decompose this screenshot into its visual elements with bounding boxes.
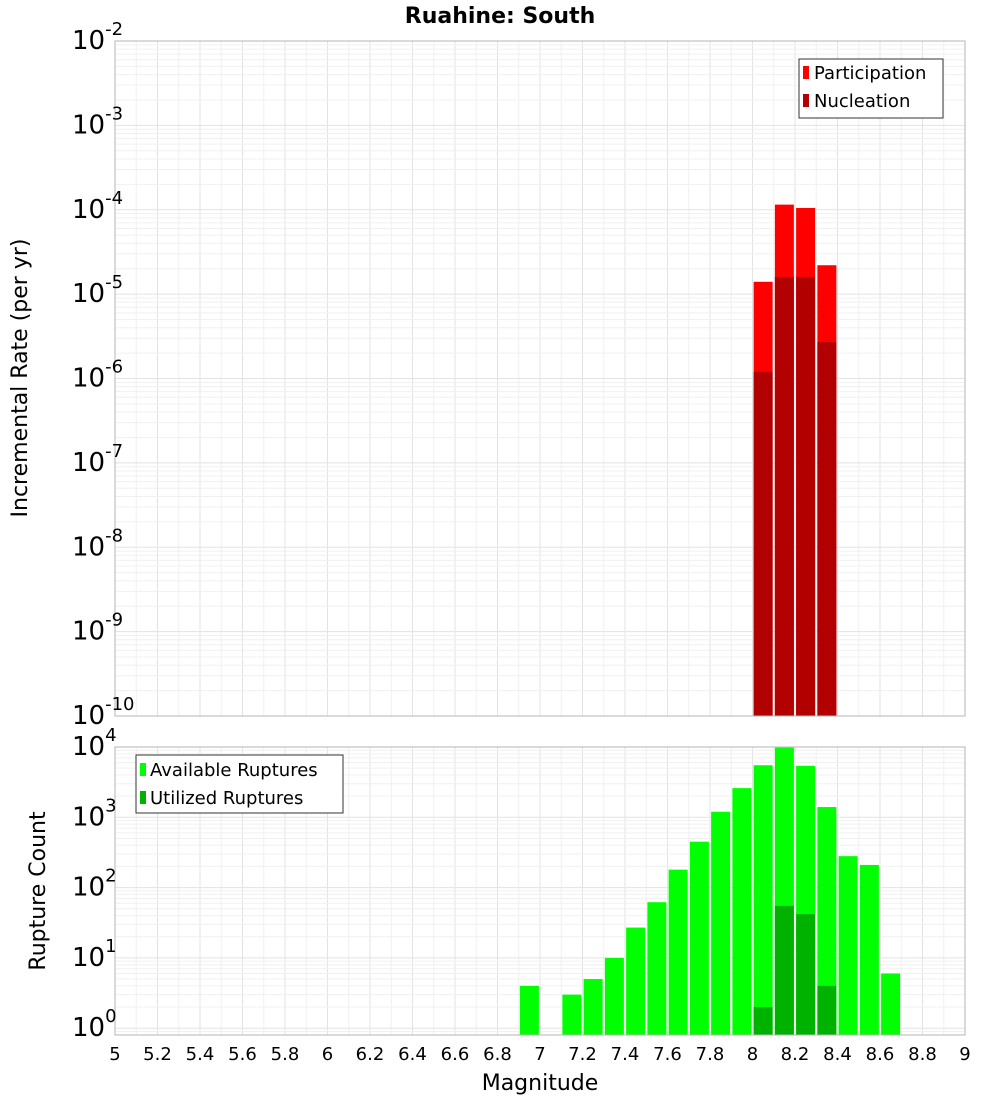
legend-swatch-available <box>140 763 146 776</box>
x-tick-label: 5.2 <box>143 1044 172 1065</box>
bar-nucleation <box>753 371 773 716</box>
y-tick-label: 10-5 <box>72 272 123 309</box>
legend-label-available: Available Ruptures <box>150 760 318 781</box>
y-tick-label: 10-7 <box>72 441 123 478</box>
bar-available-ruptures <box>668 869 688 1035</box>
legend-swatch-nucleation <box>803 94 809 107</box>
rate-grid <box>114 40 966 717</box>
x-tick-label: 6.6 <box>441 1044 470 1065</box>
bar-utilized-ruptures <box>774 905 794 1035</box>
y-tick-label: 10-3 <box>72 103 123 140</box>
x-axis-label: Magnitude <box>482 1071 599 1096</box>
bar-available-ruptures <box>817 807 837 1035</box>
rate-y-tick-labels: 10-10 10-9 10-8 10-7 10-6 10-5 10-4 10-3 10-2 <box>72 19 135 731</box>
x-tick-label: 5.6 <box>228 1044 257 1065</box>
legend-swatch-participation <box>803 66 809 79</box>
x-tick-label: 8.6 <box>866 1044 895 1065</box>
bar-available-ruptures <box>881 973 901 1035</box>
y-tick-label: 100 <box>72 1006 117 1043</box>
bar-available-ruptures <box>838 856 858 1035</box>
x-tick-label: 9 <box>959 1044 970 1065</box>
count-panel: 100 101 102 103 104 5 5.2 5.4 5.6 5.8 6 6.2 6.4 6.6 6… <box>26 725 971 1096</box>
bar-available-ruptures <box>711 811 731 1035</box>
y-tick-label: 10-6 <box>72 357 123 394</box>
y-tick-label: 10-9 <box>72 610 123 647</box>
y-tick-label: 10-8 <box>72 525 123 562</box>
bar-available-ruptures <box>689 841 709 1035</box>
y-tick-label: 101 <box>72 936 117 973</box>
count-bars <box>519 747 901 1035</box>
bar-utilized-ruptures <box>753 1007 773 1035</box>
rate-y-axis-label: Incremental Rate (per yr) <box>8 239 33 518</box>
x-tick-label: 8 <box>747 1044 758 1065</box>
legend-swatch-utilized <box>140 791 146 804</box>
y-tick-label: 10-10 <box>72 694 135 731</box>
legend-label-participation: Participation <box>814 63 926 84</box>
rate-bars <box>753 204 837 717</box>
x-tick-label: 8.8 <box>908 1044 937 1065</box>
rate-panel: 10-10 10-9 10-8 10-7 10-6 10-5 10-4 10-3 10-2 In… <box>8 19 966 731</box>
bar-available-ruptures <box>562 994 582 1035</box>
y-tick-label: 10-4 <box>72 188 123 225</box>
x-tick-label: 5.4 <box>186 1044 215 1065</box>
x-tick-label: 6.2 <box>356 1044 385 1065</box>
x-tick-label: 8.2 <box>781 1044 810 1065</box>
legend-label-nucleation: Nucleation <box>814 91 910 112</box>
x-tick-label: 7.6 <box>653 1044 682 1065</box>
bar-utilized-ruptures <box>817 985 837 1035</box>
x-tick-label: 6.8 <box>483 1044 512 1065</box>
rate-legend: Participation Nucleation <box>798 58 944 119</box>
bar-nucleation <box>817 342 837 716</box>
bar-nucleation <box>796 276 816 716</box>
magnitude-x-tick-labels: 5 5.2 5.4 5.6 5.8 6 6.2 6.4 6.6 6.8 7 7.2 7.4 7.6 7.8 8… <box>109 1044 970 1065</box>
x-tick-label: 5 <box>109 1044 120 1065</box>
bar-available-ruptures <box>647 902 667 1035</box>
chart-title: Ruahine: South <box>405 4 596 29</box>
bar-available-ruptures <box>519 985 539 1035</box>
rate-plot-frame <box>114 40 966 717</box>
count-y-tick-labels: 100 101 102 103 104 <box>72 725 117 1043</box>
legend-label-utilized: Utilized Ruptures <box>150 788 303 809</box>
y-tick-label: 102 <box>72 866 117 903</box>
x-tick-label: 7.8 <box>696 1044 725 1065</box>
count-legend: Available Ruptures Utilized Ruptures <box>135 754 344 814</box>
y-tick-label: 103 <box>72 795 117 832</box>
count-y-axis-label: Rupture Count <box>26 811 51 971</box>
x-tick-label: 5.8 <box>271 1044 300 1065</box>
bar-available-ruptures <box>753 765 773 1035</box>
x-tick-label: 6 <box>322 1044 333 1065</box>
x-tick-label: 7.4 <box>611 1044 640 1065</box>
x-tick-label: 7 <box>534 1044 545 1065</box>
x-tick-label: 6.4 <box>398 1044 427 1065</box>
y-tick-label: 104 <box>72 725 117 762</box>
x-tick-label: 7.2 <box>568 1044 597 1065</box>
bar-available-ruptures <box>859 864 879 1035</box>
bar-nucleation <box>774 276 794 716</box>
count-plot-frame <box>114 746 966 1036</box>
rate-legend-box <box>798 58 944 119</box>
y-tick-label: 10-2 <box>72 19 123 56</box>
bar-available-ruptures <box>604 957 624 1035</box>
bar-available-ruptures <box>583 979 603 1035</box>
bar-available-ruptures <box>732 788 752 1035</box>
x-tick-label: 8.4 <box>823 1044 852 1065</box>
bar-utilized-ruptures <box>796 914 816 1035</box>
bar-available-ruptures <box>626 927 646 1035</box>
count-legend-box <box>135 754 344 814</box>
